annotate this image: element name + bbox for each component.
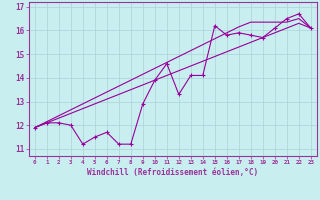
X-axis label: Windchill (Refroidissement éolien,°C): Windchill (Refroidissement éolien,°C) xyxy=(87,168,258,177)
